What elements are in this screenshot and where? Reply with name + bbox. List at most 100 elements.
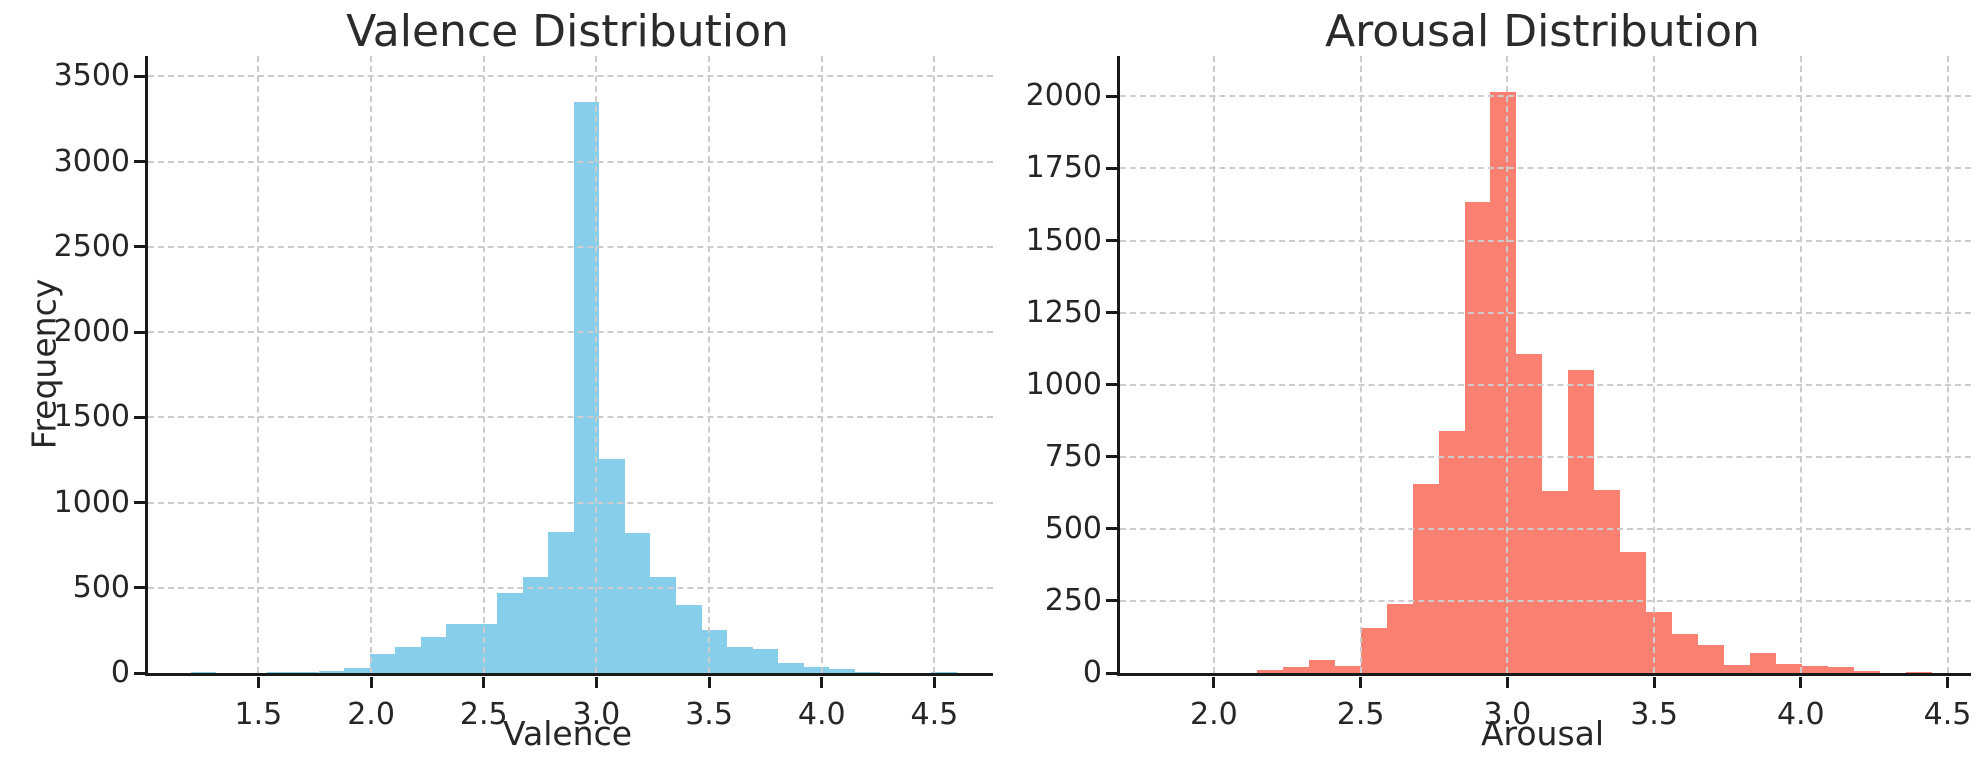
valence-plot-area: 0 500 1000 1500 2000 2500 3000 3500 1.5 2.0 2.5 3.0… bbox=[54, 56, 993, 732]
histogram-bar bbox=[1568, 370, 1595, 673]
x-tick-label: 3.5 bbox=[685, 697, 733, 732]
x-tick-label: 4.0 bbox=[1776, 697, 1825, 732]
y-tick-label: 2000 bbox=[53, 314, 130, 350]
x-tick-label: 2.0 bbox=[347, 697, 395, 732]
histogram-bar bbox=[1802, 665, 1829, 673]
gridline bbox=[148, 75, 993, 78]
histogram-bar bbox=[1646, 611, 1673, 673]
x-axis-label-arousal: Arousal bbox=[1480, 714, 1605, 753]
tick-mark bbox=[134, 586, 145, 590]
y-tick-label: 1750 bbox=[1025, 150, 1102, 186]
histogram-bar bbox=[292, 671, 319, 673]
tick-mark bbox=[1106, 527, 1117, 531]
histogram-bar bbox=[1490, 92, 1517, 673]
y-tick-label: 1500 bbox=[53, 399, 130, 435]
x-tick-label: 4.5 bbox=[910, 697, 959, 732]
gridline bbox=[148, 160, 993, 163]
tick-mark bbox=[134, 245, 145, 249]
tick-mark bbox=[1106, 239, 1117, 243]
gridline bbox=[1120, 527, 1971, 530]
gridline bbox=[148, 586, 993, 589]
tick-mark bbox=[932, 677, 936, 688]
histogram-bar bbox=[1906, 672, 1932, 673]
histogram-bar bbox=[522, 576, 549, 673]
histogram-bar bbox=[1438, 430, 1465, 673]
histogram-bar bbox=[778, 663, 804, 673]
tick-mark bbox=[1946, 677, 1950, 688]
histogram-bar bbox=[1464, 201, 1491, 673]
gridline bbox=[1120, 167, 1971, 170]
gridline bbox=[1120, 383, 1971, 386]
tick-mark bbox=[134, 330, 145, 334]
tick-mark bbox=[1652, 677, 1656, 688]
y-tick-label: 3500 bbox=[53, 58, 130, 94]
histogram-bar bbox=[803, 666, 830, 673]
y-tick-label: 3000 bbox=[53, 143, 130, 179]
histogram-bar bbox=[267, 672, 293, 673]
gridline bbox=[1120, 599, 1971, 602]
gridline bbox=[148, 501, 993, 504]
histogram-bar bbox=[1620, 551, 1647, 673]
tick-mark bbox=[134, 415, 145, 419]
histogram-bar bbox=[624, 533, 651, 673]
gridline bbox=[148, 416, 993, 419]
gridline bbox=[933, 56, 936, 673]
gridline bbox=[148, 331, 993, 334]
tick-mark bbox=[256, 677, 260, 688]
gridline bbox=[1799, 56, 1802, 673]
gridline bbox=[148, 245, 993, 248]
histogram-bar bbox=[1360, 628, 1387, 673]
y-tick-label: 750 bbox=[1044, 438, 1102, 474]
gridline bbox=[257, 56, 260, 673]
arousal-chart-title: Arousal Distribution bbox=[1325, 6, 1760, 57]
tick-mark bbox=[594, 677, 598, 688]
y-tick-label: 500 bbox=[72, 569, 130, 605]
gridline bbox=[1120, 311, 1971, 314]
tick-mark bbox=[1106, 671, 1117, 675]
histogram-bar bbox=[1542, 491, 1569, 673]
gridline bbox=[1359, 56, 1362, 673]
x-tick-label: 2.0 bbox=[1190, 697, 1238, 732]
tick-mark bbox=[1106, 455, 1117, 459]
histogram-bar bbox=[1412, 484, 1439, 673]
histogram-bar bbox=[1386, 603, 1413, 673]
histogram-bar bbox=[369, 654, 396, 673]
gridline bbox=[482, 56, 485, 673]
tick-mark bbox=[1106, 311, 1117, 315]
histogram-bar bbox=[190, 672, 217, 673]
gridline bbox=[1120, 239, 1971, 242]
y-tick-label: 500 bbox=[1044, 510, 1102, 546]
y-tick-label: 1000 bbox=[53, 484, 130, 520]
gridline bbox=[1506, 56, 1509, 673]
y-tick-label: 2000 bbox=[1025, 78, 1102, 114]
gridline bbox=[1120, 95, 1971, 98]
histogram-bar bbox=[573, 102, 600, 673]
gridline bbox=[708, 56, 711, 673]
histogram-bar bbox=[395, 647, 421, 673]
x-tick-label: 2.5 bbox=[1336, 697, 1385, 732]
histogram-bar bbox=[1828, 667, 1855, 673]
histogram-bar bbox=[650, 576, 676, 673]
histogram-bar bbox=[344, 667, 370, 673]
tick-mark bbox=[482, 677, 486, 688]
histogram-bar bbox=[1698, 645, 1725, 673]
tick-mark bbox=[134, 671, 145, 675]
histogram-bar bbox=[599, 459, 625, 673]
gridline bbox=[595, 56, 598, 673]
arousal-plot-area: 0 250 500 750 1000 1250 1500 1750 2000 2.0 2.5 3.0 3… bbox=[1026, 56, 1971, 732]
histogram-bar bbox=[318, 671, 345, 673]
gridline bbox=[1653, 56, 1656, 673]
histogram-bar bbox=[1750, 652, 1777, 673]
x-tick-label: 2.5 bbox=[459, 697, 508, 732]
histogram-bar bbox=[752, 649, 779, 673]
x-axis-label-valence: Valence bbox=[502, 714, 633, 753]
histogram-bar bbox=[1516, 354, 1543, 673]
x-tick-label: 1.5 bbox=[234, 697, 283, 732]
valence-chart-title: Valence Distribution bbox=[346, 6, 789, 57]
gridline bbox=[1120, 455, 1971, 458]
histogram-bar bbox=[1308, 660, 1335, 673]
tick-mark bbox=[1106, 166, 1117, 170]
gridline bbox=[1212, 56, 1215, 673]
gridline bbox=[370, 56, 373, 673]
